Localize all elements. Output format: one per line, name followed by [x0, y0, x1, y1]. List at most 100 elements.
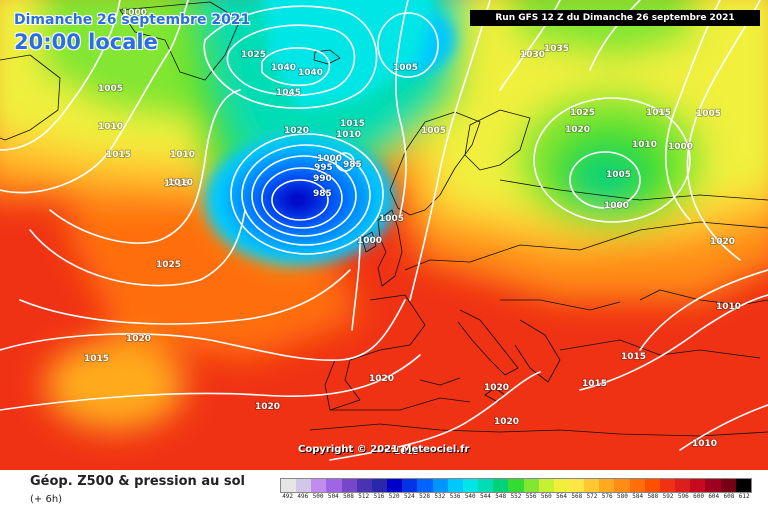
map-time-title: 20:00 locale: [14, 30, 158, 54]
isobar-label: 1010: [336, 130, 361, 140]
isobar-label: 1025: [156, 260, 181, 270]
scale-label: 596: [677, 493, 689, 500]
scale-label: 532: [434, 493, 446, 500]
scale-swatch: [614, 479, 630, 492]
scale-swatch: [371, 479, 388, 492]
scale-swatch: [508, 479, 524, 492]
scale-label: 568: [571, 493, 583, 500]
isobar-label: 1015: [106, 150, 131, 160]
isobar-label: 1020: [494, 417, 519, 427]
isobar-label: 1005: [606, 170, 631, 180]
scale-swatch: [311, 479, 327, 492]
scale-label: 516: [373, 493, 385, 500]
scale-label: 500: [312, 493, 324, 500]
isobar-label: 1010: [632, 140, 657, 150]
scale-label: 524: [403, 493, 415, 500]
scale-label: 564: [556, 493, 567, 500]
scale-label: 556: [525, 493, 537, 500]
isobar-label: 1020: [126, 334, 151, 344]
scale-label: 528: [419, 493, 430, 500]
scale-swatch: [568, 479, 585, 492]
isobar-lines: [0, 0, 768, 461]
scale-swatch: [432, 479, 448, 492]
copyright-text: Copyright © 2021 Meteociel.fr: [298, 444, 470, 455]
isobar-label: 1015: [340, 119, 365, 129]
scale-label: 604: [708, 493, 720, 500]
scale-swatch: [387, 479, 403, 492]
isobar-label: 1020: [710, 237, 735, 247]
scale-swatch: [281, 479, 297, 492]
isobar-label: 985: [313, 189, 332, 199]
scale-swatch: [629, 479, 645, 492]
scale-swatch: [296, 479, 312, 492]
isobar-label: 985: [343, 160, 362, 170]
isobar-label: 1005: [98, 84, 123, 94]
scale-label: 600: [693, 493, 704, 500]
isobar-label: 1020: [255, 402, 280, 412]
scale-label: 572: [586, 493, 598, 500]
isobar-label: 1010: [168, 178, 193, 188]
scale-label: 536: [449, 493, 461, 500]
scale-label: 548: [495, 493, 507, 500]
isobar-label: 1035: [544, 44, 569, 54]
scale-swatch: [538, 479, 554, 492]
scale-label: 520: [388, 493, 400, 500]
scale-swatch: [341, 479, 357, 492]
scale-swatch: [478, 479, 494, 492]
scale-swatch: [705, 479, 721, 492]
color-scale-labels: 492 496 500 504 508 512 516 520 524 528 532 536 540 5…: [280, 493, 752, 505]
scale-label: 512: [358, 493, 370, 500]
scale-swatch: [553, 479, 569, 492]
isobar-label: 1005: [421, 126, 446, 136]
scale-swatch: [462, 479, 479, 492]
isobar-label: 1015: [621, 352, 646, 362]
isobar-label: 1025: [241, 50, 266, 60]
isobar-label: 1040: [298, 68, 323, 78]
isobar-label: 1040: [271, 63, 296, 73]
isobar-label: 1010: [716, 302, 741, 312]
scale-label: 580: [617, 493, 628, 500]
scale-label: 608: [723, 493, 735, 500]
run-banner: Run GFS 12 Z du Dimanche 26 septembre 20…: [470, 10, 760, 26]
isobar-label: 1005: [696, 109, 721, 119]
isobar-label: 1010: [170, 150, 195, 160]
scale-label: 588: [647, 493, 659, 500]
isobar-label: 1020: [284, 126, 309, 136]
scale-swatch: [735, 479, 751, 492]
scale-swatch: [644, 479, 660, 492]
isobar-label: 990: [313, 174, 332, 184]
map-date-title: Dimanche 26 septembre 2021: [14, 12, 251, 28]
isobar-label: 1000: [668, 142, 693, 152]
isobar-label: 1020: [565, 125, 590, 135]
scale-label: 584: [632, 493, 644, 500]
scale-swatch: [584, 479, 600, 492]
scale-label: 492: [282, 493, 294, 500]
scale-label: 504: [327, 493, 339, 500]
map-footer: Géop. Z500 & pression au sol (+ 6h) 492 4…: [0, 470, 768, 512]
isobar-label: 1010: [98, 122, 123, 132]
isobar-label: 1010: [692, 439, 717, 449]
color-scale-bar: [280, 478, 752, 493]
isobar-label: 1025: [570, 108, 595, 118]
isobar-label: 1000: [317, 154, 342, 164]
isobar-label: 1015: [394, 447, 419, 457]
scale-label: 544: [480, 493, 491, 500]
scale-swatch: [523, 479, 539, 492]
scale-label: 612: [738, 493, 750, 500]
forecast-step-label: (+ 6h): [30, 494, 63, 505]
scale-swatch: [599, 479, 615, 492]
scale-swatch: [659, 479, 676, 492]
isobar-label: 995: [314, 163, 333, 173]
isobar-label: 1015: [582, 379, 607, 389]
scale-label: 576: [601, 493, 613, 500]
isobar-label: 1020: [369, 374, 394, 384]
scale-swatch: [326, 479, 342, 492]
geopotential-color-field: [0, 0, 768, 470]
isobar-label: 1000: [357, 236, 382, 246]
land-outlines: [0, 1, 768, 437]
isobar-label: 1005: [393, 63, 418, 73]
map-product-title: Géop. Z500 & pression au sol: [30, 474, 245, 489]
scale-label: 552: [510, 493, 522, 500]
